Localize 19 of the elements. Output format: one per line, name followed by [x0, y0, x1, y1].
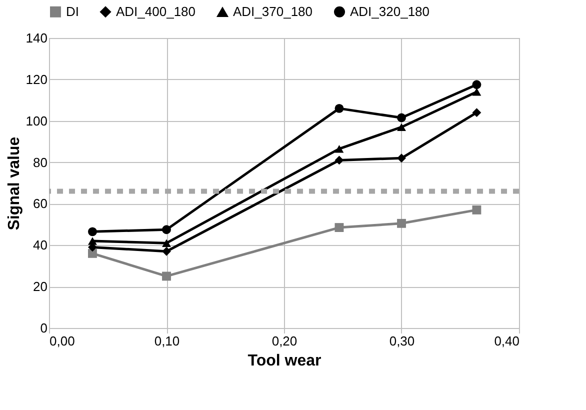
legend-label: ADI_400_180	[116, 4, 196, 19]
x-tick-label: 0,40	[494, 334, 520, 348]
legend-label: ADI_370_180	[233, 4, 313, 20]
y-tick-label: 0	[40, 320, 48, 336]
y-tick-label: 140	[26, 30, 48, 46]
y-tick-label: 100	[26, 113, 48, 128]
x-axis-title: Tool wear	[248, 352, 322, 370]
y-axis-title: Signal value	[6, 136, 23, 230]
x-tick-label: 0,20	[272, 334, 298, 348]
x-tick-label: 0,10	[154, 334, 180, 348]
y-tick-label: 20	[33, 279, 48, 294]
y-tick-label: 80	[33, 154, 48, 170]
y-tick-label: 40	[33, 238, 48, 253]
x-tick-label: 0,30	[389, 334, 415, 348]
y-tick-label: 60	[33, 196, 48, 212]
x-tick-label: 0,00	[50, 334, 75, 348]
y-tick-label: 120	[26, 72, 48, 87]
legend-label: DI	[66, 4, 79, 19]
legend-label: ADI_320_180	[350, 4, 430, 19]
